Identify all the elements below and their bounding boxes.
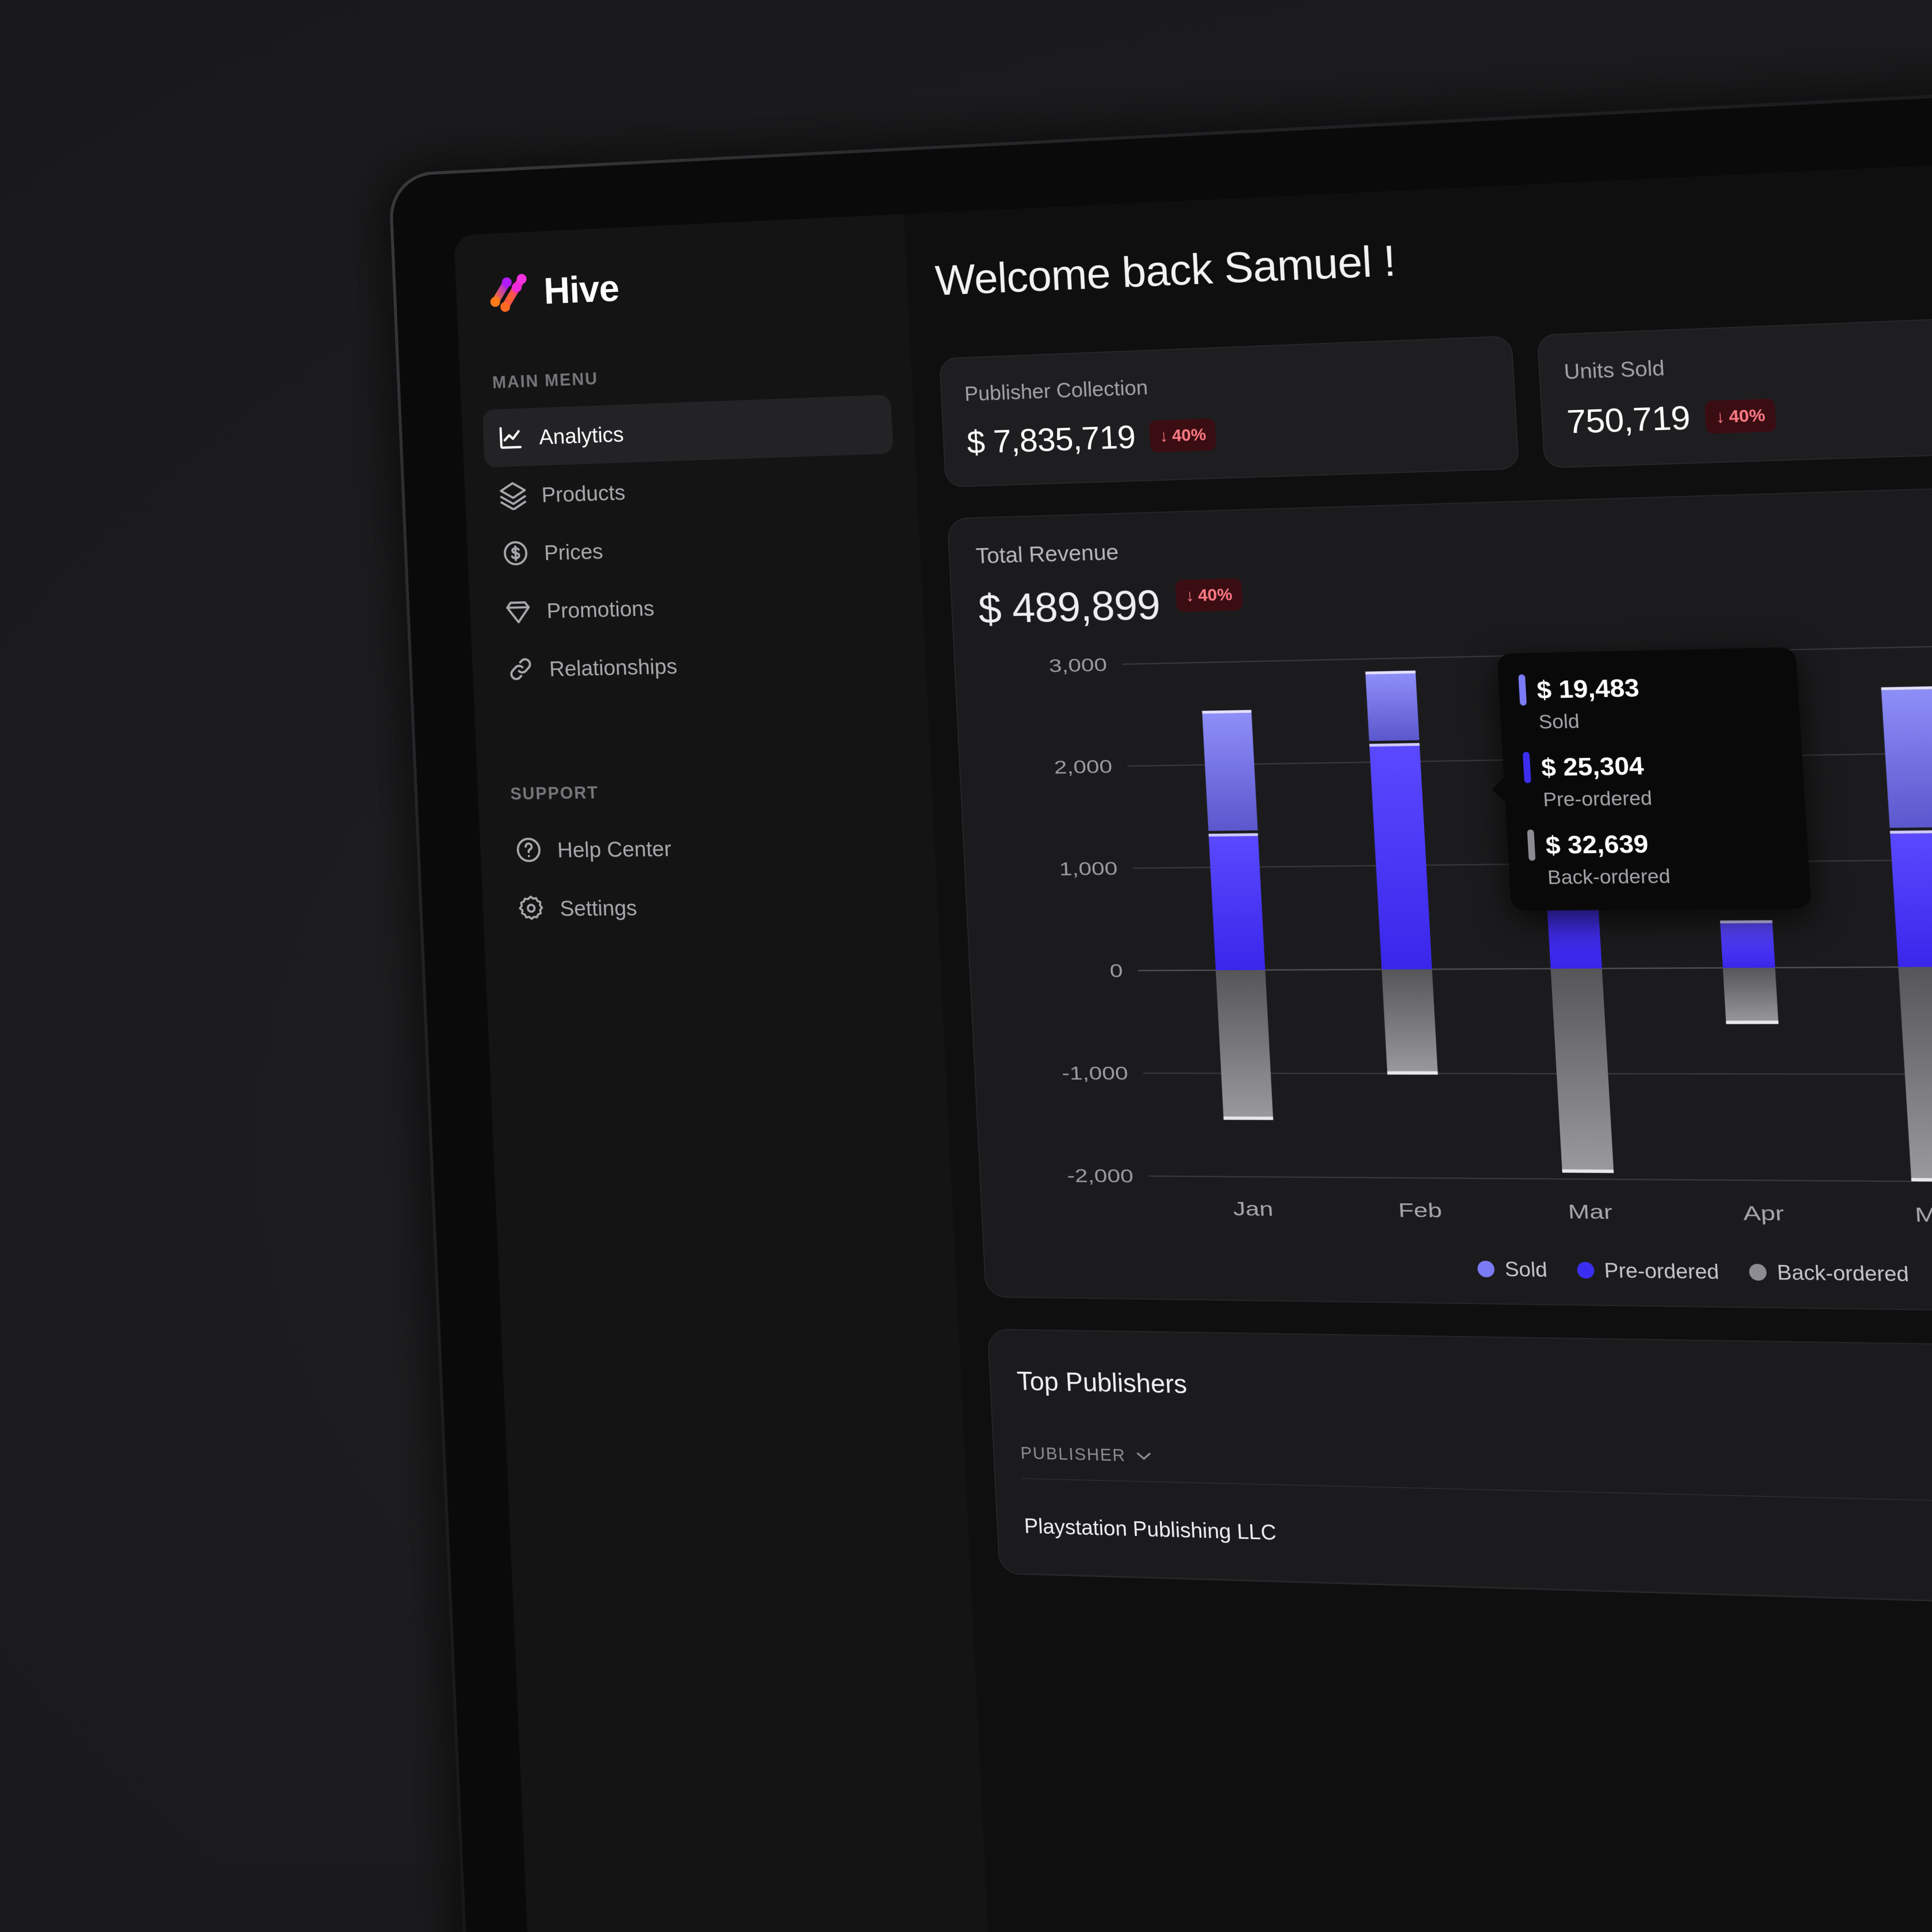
support-heading: SUPPORT (510, 778, 910, 804)
svg-text:Apr: Apr (1743, 1202, 1785, 1225)
svg-text:-2,000: -2,000 (1066, 1165, 1134, 1187)
tooltip-swatch (1518, 674, 1527, 706)
chart-tooltip: $ 19,483 Sold $ 25,304 (1497, 647, 1811, 911)
legend-item-pre-ordered[interactable]: Pre-ordered (1576, 1258, 1719, 1284)
hive-logo-icon (486, 269, 532, 316)
sidebar-item-label: Help Center (557, 835, 672, 862)
dashboard-app: Hive MAIN MENU Analytics (454, 88, 1932, 1932)
bottom-row: Top Publishers VIEW ALL PUBLISHER (987, 1329, 1932, 1653)
arrow-down-icon: ↓ (1185, 586, 1195, 605)
sidebar-item-label: Settings (560, 895, 638, 920)
arrow-down-icon: ↓ (1159, 426, 1168, 446)
chart-line-icon (496, 423, 526, 453)
status-badge: ↓ 40% (1175, 578, 1243, 612)
sidebar-item-help-center[interactable]: Help Center (500, 816, 914, 879)
tooltip-swatch (1523, 752, 1531, 783)
question-circle-icon (514, 835, 544, 865)
sidebar-item-relationships[interactable]: Relationships (492, 631, 905, 699)
svg-text:May: May (1914, 1204, 1932, 1226)
legend-swatch (1577, 1262, 1595, 1279)
sidebar-item-label: Prices (544, 538, 604, 565)
layers-icon (498, 480, 528, 510)
delta-value: 40% (1197, 585, 1233, 605)
legend-swatch (1749, 1264, 1767, 1281)
kpi-label: Publisher Collection (964, 362, 1489, 406)
mid-row: Total Revenue $ 489,899 ↓ 40% (947, 439, 1932, 1334)
tooltip-value: $ 32,639 (1545, 829, 1649, 860)
tooltip-value: $ 25,304 (1541, 751, 1645, 782)
legend-label: Sold (1504, 1257, 1548, 1282)
tooltip-swatch (1527, 830, 1536, 861)
sidebar-item-label: Products (541, 479, 626, 507)
main-menu-heading: MAIN MENU (492, 358, 889, 393)
chart-legend: Sold Pre-ordered Back-ordered (1010, 1252, 1932, 1293)
kpi-value: $ 7,835,719 (966, 418, 1136, 461)
svg-text:2,000: 2,000 (1054, 756, 1113, 777)
total-revenue-card: Total Revenue $ 489,899 ↓ 40% (947, 474, 1932, 1318)
status-badge: ↓ 40% (1704, 398, 1777, 434)
svg-text:Feb: Feb (1398, 1199, 1442, 1221)
laptop-frame: Hive MAIN MENU Analytics (388, 12, 1932, 1932)
dollar-circle-icon (501, 538, 531, 568)
tooltip-value: $ 19,483 (1536, 673, 1640, 704)
laptop-screen: Hive MAIN MENU Analytics (454, 88, 1932, 1932)
kpi-label: Units Sold (1563, 338, 1932, 384)
sidebar-item-settings[interactable]: Settings (503, 875, 917, 938)
brand[interactable]: Hive (486, 253, 886, 316)
delta-value: 40% (1728, 405, 1766, 426)
legend-label: Pre-ordered (1604, 1259, 1720, 1284)
delta-value: 40% (1172, 425, 1207, 446)
legend-item-sold[interactable]: Sold (1477, 1257, 1548, 1282)
legend-item-back-ordered[interactable]: Back-ordered (1748, 1260, 1909, 1286)
sidebar-item-label: Analytics (539, 421, 624, 449)
sidebar-item-prices[interactable]: Prices (487, 513, 899, 583)
sidebar-item-promotions[interactable]: Promotions (490, 572, 902, 641)
svg-text:3,000: 3,000 (1048, 655, 1107, 676)
svg-text:-1,000: -1,000 (1061, 1063, 1129, 1084)
tooltip-label: Sold (1538, 707, 1779, 734)
gear-icon (516, 893, 546, 923)
kpi-card-publisher-collection[interactable]: Publisher Collection $ 7,835,719 ↓ 40% (939, 336, 1519, 488)
laptop-bezel: Hive MAIN MENU Analytics (388, 12, 1932, 1932)
svg-text:0: 0 (1109, 961, 1123, 981)
cell-publisher: Playstation Publishing LLC (1024, 1514, 1932, 1565)
tooltip-label: Pre-ordered (1543, 785, 1784, 811)
card-title: Top Publishers (1016, 1366, 1932, 1420)
sidebar-item-label: Promotions (546, 595, 655, 623)
legend-label: Back-ordered (1776, 1260, 1909, 1286)
svg-text:Mar: Mar (1568, 1201, 1613, 1223)
screenshot-stage: Hive MAIN MENU Analytics (0, 0, 1932, 1932)
kpi-card-units-sold[interactable]: Units Sold 750,719 ↓ 40% (1537, 311, 1932, 468)
svg-text:Jan: Jan (1233, 1198, 1274, 1220)
tooltip-row-back-ordered: $ 32,639 Back-ordered (1527, 827, 1789, 889)
diamond-icon (503, 596, 533, 626)
top-publishers-card: Top Publishers VIEW ALL PUBLISHER (987, 1329, 1932, 1617)
total-revenue-value: $ 489,899 (977, 581, 1161, 633)
main-content: Welcome back Samuel ! Updated 4 hours ag… (904, 88, 1932, 1932)
tooltip-label: Back-ordered (1547, 864, 1789, 889)
chevron-down-icon (1134, 1450, 1153, 1462)
legend-swatch (1477, 1260, 1495, 1277)
column-header-publisher[interactable]: PUBLISHER (1020, 1443, 1932, 1485)
brand-name: Hive (543, 267, 620, 313)
arrow-down-icon: ↓ (1715, 407, 1725, 427)
tooltip-row-pre-ordered: $ 25,304 Pre-ordered (1523, 748, 1784, 811)
tooltip-row-sold: $ 19,483 Sold (1518, 669, 1780, 734)
table-row[interactable]: Playstation Publishing LLC 27,162 22,968… (1022, 1479, 1932, 1616)
svg-text:1,000: 1,000 (1059, 858, 1118, 879)
kpi-value: 750,719 (1566, 399, 1691, 442)
link-icon (506, 654, 536, 684)
status-badge: ↓ 40% (1149, 418, 1216, 452)
sidebar-item-label: Relationships (549, 653, 678, 681)
